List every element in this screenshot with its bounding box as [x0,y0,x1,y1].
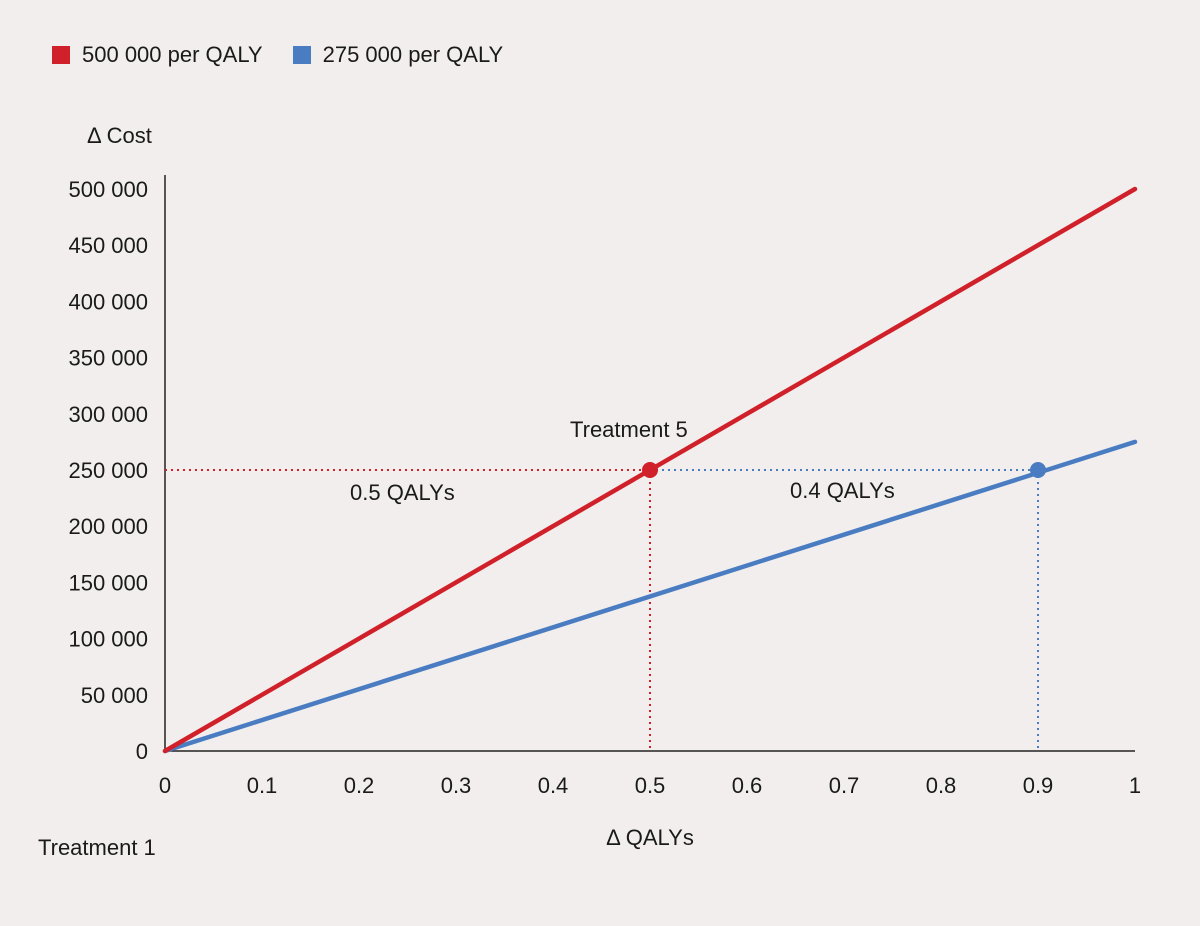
y-tick-label: 0 [136,739,148,764]
treatment-point-blue [1030,462,1046,478]
legend-item-red: 500 000 per QALY [52,42,263,68]
legend-label-red: 500 000 per QALY [82,42,263,67]
x-tick-label: 0.3 [441,773,472,798]
y-tick-label: 100 000 [68,627,148,652]
legend-label-blue: 275 000 per QALY [322,42,504,67]
treatment-5-label: Treatment 5 [570,417,688,442]
y-tick-label: 300 000 [68,402,148,427]
x-tick-label: 0 [159,773,171,798]
treatment-5-point [642,462,658,478]
y-tick-label: 50 000 [81,683,148,708]
legend-item-blue: 275 000 per QALY [292,42,504,68]
x-tick-label: 0.9 [1023,773,1054,798]
blue-segment-label: 0.4 QALYs [790,478,895,503]
x-tick-label: 1 [1129,773,1141,798]
y-tick-label: 500 000 [68,177,148,202]
x-axis-label: Δ QALYs [606,825,694,850]
legend: 500 000 per QALY 275 000 per QALY [52,42,533,68]
y-tick-label: 200 000 [68,514,148,539]
red-segment-label: 0.5 QALYs [350,480,455,505]
y-tick-label: 250 000 [68,458,148,483]
x-tick-label: 0.7 [829,773,860,798]
y-tick-label: 400 000 [68,289,148,314]
y-tick-label: 150 000 [68,570,148,595]
treatment-1-label: Treatment 1 [38,835,156,860]
legend-swatch-red [52,46,70,64]
x-tick-label: 0.2 [344,773,375,798]
series-line-275000 [162,439,1138,754]
y-tick-label: 350 000 [68,346,148,371]
x-tick-label: 0.8 [926,773,957,798]
x-tick-label: 0.6 [732,773,763,798]
x-tick-label: 0.5 [635,773,666,798]
legend-swatch-blue [292,46,311,64]
y-axis-label: Δ Cost [87,123,152,148]
x-tick-label: 0.1 [247,773,278,798]
y-tick-label: 450 000 [68,233,148,258]
x-tick-label: 0.4 [538,773,569,798]
